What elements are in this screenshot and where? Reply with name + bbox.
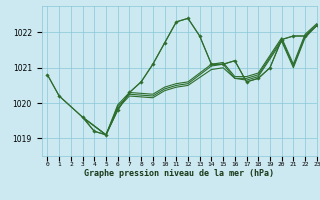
X-axis label: Graphe pression niveau de la mer (hPa): Graphe pression niveau de la mer (hPa) bbox=[84, 169, 274, 178]
